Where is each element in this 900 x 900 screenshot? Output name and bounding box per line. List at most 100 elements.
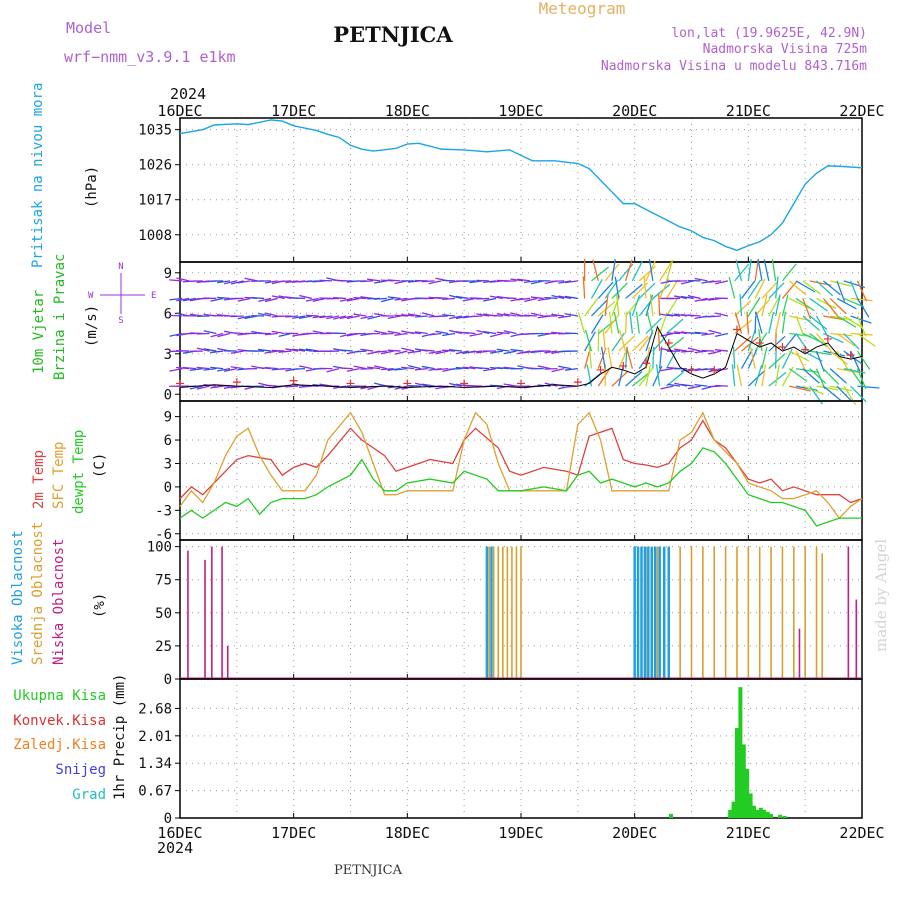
wind-barb	[829, 297, 847, 315]
y-tick-label: 3	[164, 347, 172, 363]
wind-barb	[380, 367, 394, 371]
wind-barb	[795, 315, 805, 337]
precip-bar	[752, 805, 757, 818]
wind-barb	[763, 259, 770, 282]
wind-barb	[387, 296, 401, 300]
wind-barb	[754, 259, 759, 281]
wind-barb	[339, 297, 353, 302]
precip-bar	[778, 814, 783, 818]
x-tick-label-top: 19DEC	[498, 102, 543, 120]
wind-barb	[749, 346, 756, 369]
wind-barb	[176, 277, 190, 282]
elevation-label: Nadmorska Visina 725m	[703, 42, 868, 57]
wind-barb	[597, 347, 607, 369]
wind-barb	[285, 348, 299, 352]
wind-barb	[611, 332, 625, 352]
wind-barb	[836, 385, 853, 403]
wind-barb	[292, 348, 306, 352]
wind-barb	[761, 281, 778, 299]
wind-barb	[667, 383, 681, 387]
wind-barb	[264, 297, 278, 303]
wind-barb	[645, 329, 654, 352]
wind-barb	[176, 297, 190, 302]
wind-barb	[503, 296, 517, 300]
wind-barb	[360, 280, 374, 283]
wind-barb	[264, 280, 278, 284]
wind-barb	[367, 366, 381, 370]
wind-barb	[823, 332, 844, 344]
pressure-unit-label: (hPa)	[84, 166, 100, 208]
temp-dewpt-label: dewpt Temp	[71, 430, 87, 514]
panel-wind: 0 3 6 9	[164, 258, 880, 406]
temp-2m-line	[179, 419, 863, 504]
wind-barb	[490, 332, 503, 338]
wind-barb	[373, 297, 387, 300]
page-title: PETNJICA	[333, 22, 453, 47]
wind-barb	[645, 364, 652, 387]
wind-barb	[523, 280, 537, 284]
wind-barb	[285, 280, 299, 284]
pressure-line	[179, 119, 863, 252]
wind-barb	[732, 346, 736, 369]
wind-barb	[462, 366, 476, 370]
wind-barb	[584, 297, 599, 317]
wind-barb	[815, 315, 828, 336]
wind-barb	[517, 350, 531, 355]
wind-barb	[618, 364, 625, 387]
wind-barb	[558, 280, 572, 284]
wind-barb	[551, 367, 565, 373]
y-tick-label: 1035	[138, 123, 172, 139]
wind-barb	[660, 313, 674, 317]
wind-barb	[339, 367, 353, 370]
wind-barb	[449, 382, 463, 387]
wind-barb	[258, 297, 272, 302]
wind-barb	[659, 312, 668, 334]
wind-barb	[774, 294, 781, 317]
wind-barb	[788, 368, 808, 382]
wind-barb	[674, 295, 688, 300]
wind-barb	[613, 311, 620, 334]
wind-barb	[795, 350, 807, 372]
wind-gust-marker	[573, 378, 582, 387]
y-tick-label: 0	[164, 811, 172, 827]
wind-barb	[374, 365, 388, 370]
wind-barb	[747, 370, 765, 387]
precip-bar	[738, 687, 743, 818]
wind-barb	[414, 367, 428, 371]
wind-barb	[524, 297, 538, 303]
compass-e: E	[151, 291, 156, 301]
compass-w: W	[88, 291, 94, 301]
wind-barb	[203, 367, 217, 371]
x-tick-label-bottom: 18DEC	[385, 824, 430, 842]
wind-barb	[483, 280, 497, 283]
precip-bar	[782, 815, 787, 818]
wind-gust-marker	[346, 379, 355, 388]
wind-barb	[830, 280, 852, 287]
wind-speed-line	[179, 325, 863, 389]
wind-barb	[449, 315, 463, 320]
wind-barb	[680, 295, 694, 300]
wind-barb	[544, 367, 558, 370]
wind-barb	[611, 282, 628, 299]
wind-barb	[496, 348, 510, 352]
wind-barb	[407, 331, 422, 335]
wind-barb	[421, 312, 435, 317]
wind-barb	[299, 365, 312, 370]
wind-barb	[292, 367, 306, 371]
wind-barb	[346, 297, 360, 302]
wind-barb	[815, 350, 825, 372]
wind-barb	[714, 349, 728, 352]
wind-barb	[607, 346, 613, 369]
cloud-unit-label: (%)	[92, 593, 108, 618]
wind-barb	[584, 331, 596, 352]
x-tick-label-top: 21DEC	[726, 102, 771, 120]
wind-barb	[734, 335, 752, 352]
wind-barb	[809, 297, 829, 312]
y-tick-label: 9	[164, 266, 172, 282]
wind-barb	[615, 294, 620, 317]
wind-barb	[264, 350, 278, 354]
precip-bar	[669, 813, 674, 818]
wind-barb	[258, 312, 272, 317]
wind-barb	[210, 385, 224, 389]
wind-barb	[761, 364, 767, 387]
